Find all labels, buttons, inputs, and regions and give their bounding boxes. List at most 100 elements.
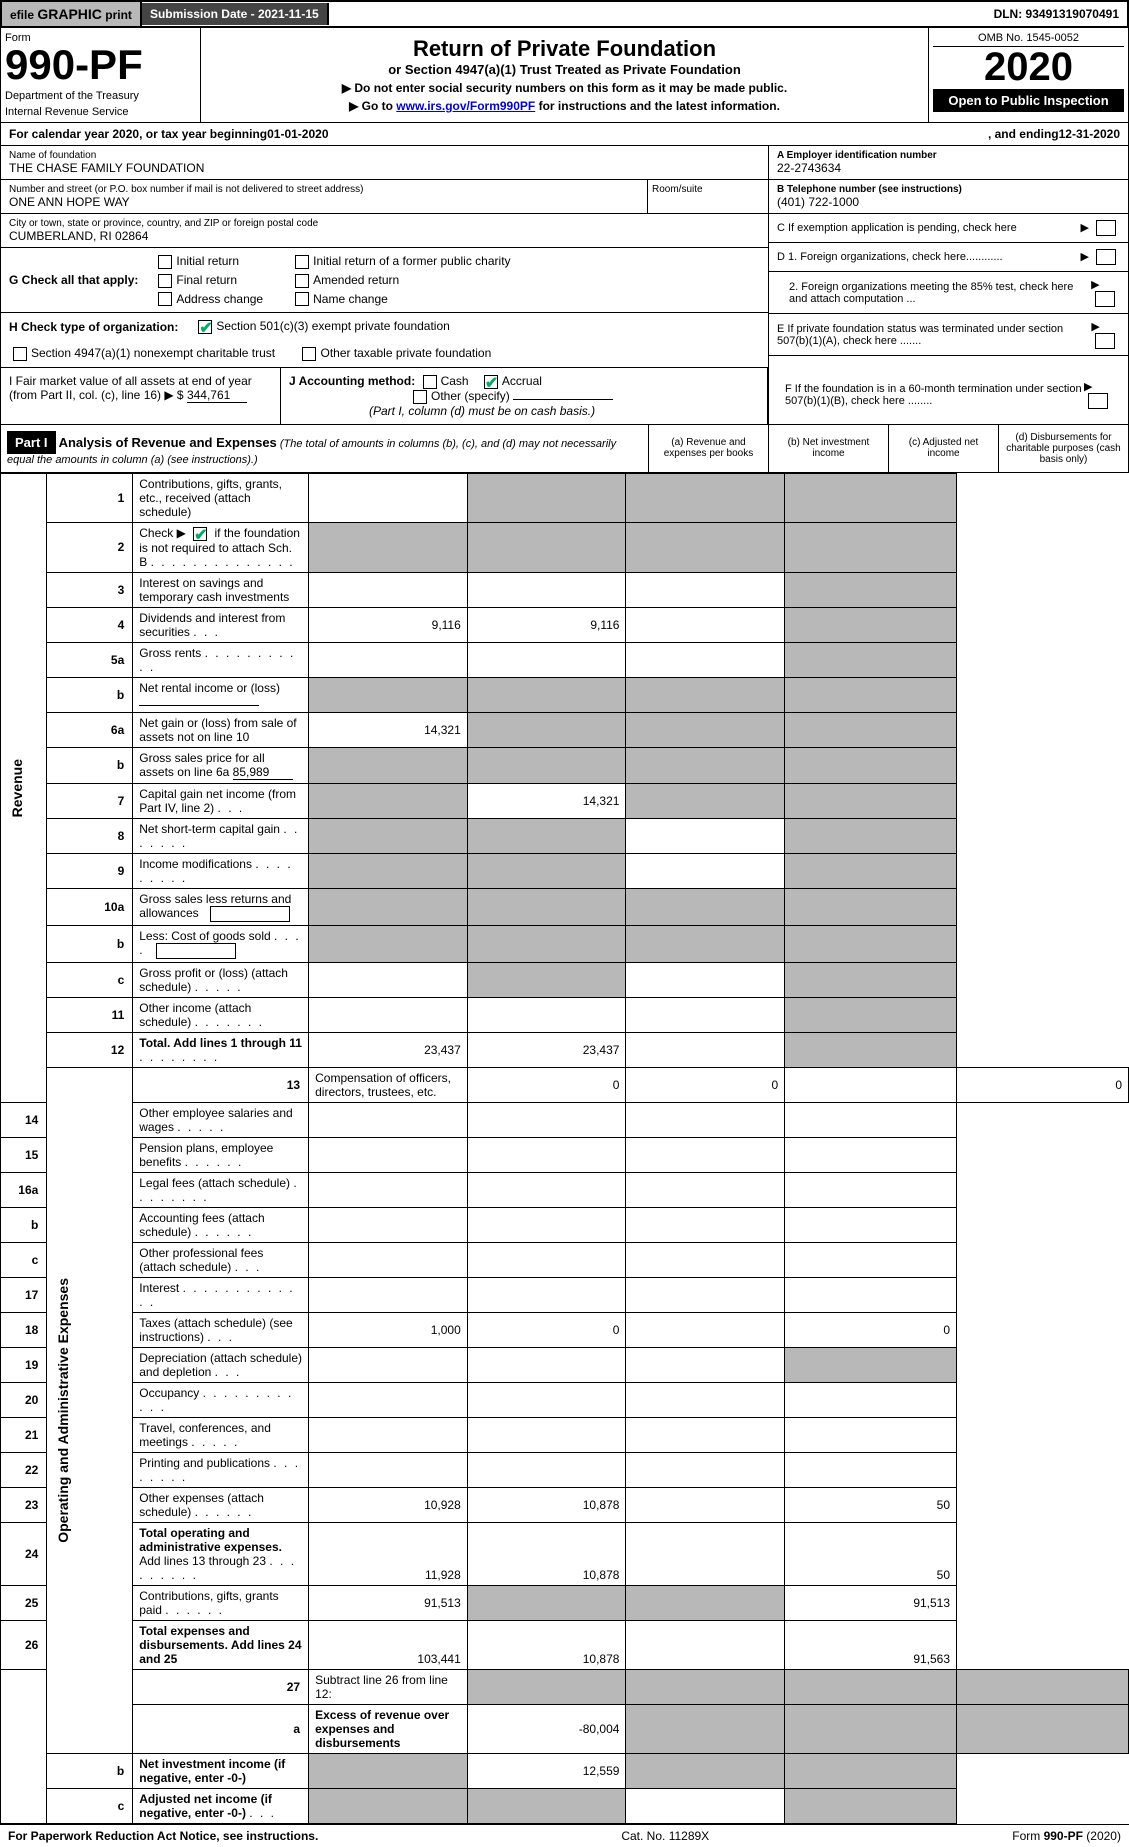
line-12: 12Total. Add lines 1 through 11 . . . . … bbox=[1, 1032, 1129, 1067]
efile-print[interactable]: print bbox=[105, 8, 132, 22]
col-a-header: (a) Revenue and expenses per books bbox=[648, 425, 768, 472]
line-num: 11 bbox=[47, 997, 133, 1032]
header-center: Return of Private Foundation or Section … bbox=[201, 28, 928, 122]
l24-d: 50 bbox=[785, 1522, 957, 1585]
line-desc: Gross rents . . . . . . . . . . . bbox=[133, 642, 309, 677]
checkbox-icon[interactable] bbox=[1096, 249, 1116, 265]
line-6b: bGross sales price for all assets on lin… bbox=[1, 747, 1129, 783]
l8-b bbox=[467, 818, 626, 853]
checkbox-icon[interactable] bbox=[1095, 291, 1115, 307]
j-other: Other (specify) bbox=[409, 389, 613, 403]
line-16c: cOther professional fees (attach schedul… bbox=[1, 1242, 1129, 1277]
phone-cell: B Telephone number (see instructions) (4… bbox=[769, 180, 1128, 214]
expenses-label: Operating and Administrative Expenses bbox=[53, 1270, 73, 1551]
line-desc: Contributions, gifts, grants, etc., rece… bbox=[133, 473, 309, 522]
l25-b bbox=[467, 1585, 626, 1620]
d2-label: 2. Foreign organizations meeting the 85%… bbox=[789, 281, 1091, 305]
line-num: 8 bbox=[47, 818, 133, 853]
h-row2: Section 4947(a)(1) nonexempt charitable … bbox=[9, 346, 760, 361]
g-address: Address change bbox=[154, 292, 263, 307]
fmv-value: 344,761 bbox=[187, 388, 247, 403]
goto-suffix: for instructions and the latest informat… bbox=[535, 99, 780, 113]
checkbox-checked-icon[interactable] bbox=[198, 320, 212, 334]
dots: . . . . . . bbox=[195, 1505, 254, 1519]
l26-text: Total expenses and disbursements. Add li… bbox=[139, 1624, 301, 1666]
l11-b bbox=[467, 997, 626, 1032]
name-label: Name of foundation bbox=[9, 150, 760, 161]
line-9: 9Income modifications . . . . . . . . . bbox=[1, 853, 1129, 888]
header-left: Form 990-PF Department of the Treasury I… bbox=[1, 28, 201, 122]
line-desc: Printing and publications . . . . . . . … bbox=[133, 1452, 309, 1487]
checkbox-icon[interactable] bbox=[295, 255, 309, 269]
line-desc: Net investment income (if negative, ente… bbox=[133, 1753, 309, 1788]
line-num: 15 bbox=[1, 1137, 47, 1172]
l9-c bbox=[626, 853, 785, 888]
line-desc: Occupancy . . . . . . . . . . . . bbox=[133, 1382, 309, 1417]
dln: DLN: 93491319070491 bbox=[986, 3, 1127, 25]
l1-b bbox=[467, 473, 626, 522]
g-amended: Amended return bbox=[291, 273, 510, 288]
line-desc: Check ▶ if the foundation is not require… bbox=[133, 522, 309, 572]
cal-end: 12-31-2020 bbox=[1059, 127, 1120, 141]
ein-cell: A Employer identification number 22-2743… bbox=[769, 146, 1128, 180]
dots: . . . bbox=[235, 1260, 262, 1274]
checkbox-icon[interactable] bbox=[295, 292, 309, 306]
dots: . . . . . . bbox=[195, 1225, 254, 1239]
l6a-d bbox=[785, 712, 957, 747]
line-20: 20 Occupancy . . . . . . . . . . . . bbox=[1, 1382, 1129, 1417]
l19-c bbox=[626, 1347, 785, 1382]
l10a-box bbox=[210, 906, 290, 922]
l3-b bbox=[467, 572, 626, 607]
line-desc: Gross sales price for all assets on line… bbox=[133, 747, 309, 783]
l16a-a bbox=[309, 1172, 468, 1207]
checkbox-icon[interactable] bbox=[158, 255, 172, 269]
l21-c bbox=[626, 1417, 785, 1452]
g2-label: Initial return of a former public charit… bbox=[313, 254, 510, 268]
checkbox-checked-icon[interactable] bbox=[484, 375, 498, 389]
c-label: C If exemption application is pending, c… bbox=[777, 222, 1017, 234]
l12-d bbox=[785, 1032, 957, 1067]
checkbox-icon[interactable] bbox=[302, 347, 316, 361]
cat-number: Cat. No. 11289X bbox=[621, 1829, 709, 1843]
expenses-side: Operating and Administrative Expenses bbox=[47, 1067, 133, 1753]
line-5b: bNet rental income or (loss) bbox=[1, 677, 1129, 712]
efile-badge: efile GRAPHIC print bbox=[2, 2, 142, 26]
line-desc: Compensation of officers, directors, tru… bbox=[309, 1067, 468, 1102]
l23-c bbox=[626, 1487, 785, 1522]
line-10c: cGross profit or (loss) (attach schedule… bbox=[1, 962, 1129, 997]
l5a-c bbox=[626, 642, 785, 677]
line-7: 7Capital gain net income (from Part IV, … bbox=[1, 783, 1129, 818]
checkbox-icon[interactable] bbox=[295, 274, 309, 288]
l26-b: 10,878 bbox=[467, 1620, 626, 1669]
submission-date: Submission Date - 2021-11-15 bbox=[142, 3, 329, 25]
dept-treasury: Department of the Treasury bbox=[5, 90, 196, 102]
line-num: 20 bbox=[1, 1382, 47, 1417]
line-desc: Net gain or (loss) from sale of assets n… bbox=[133, 712, 309, 747]
line-num: 10a bbox=[47, 888, 133, 925]
checkbox-icon[interactable] bbox=[413, 390, 427, 404]
h-check-row: H Check type of organization: Section 50… bbox=[1, 313, 768, 368]
checkbox-icon[interactable] bbox=[13, 347, 27, 361]
checkbox-icon[interactable] bbox=[1088, 393, 1108, 409]
irs-link[interactable]: www.irs.gov/Form990PF bbox=[396, 99, 535, 113]
l22-text: Printing and publications bbox=[139, 1456, 270, 1470]
checkbox-icon[interactable] bbox=[423, 375, 437, 389]
line-27a: aExcess of revenue over expenses and dis… bbox=[1, 1704, 1129, 1753]
dots: . . . bbox=[218, 801, 245, 815]
line-desc: Excess of revenue over expenses and disb… bbox=[309, 1704, 468, 1753]
l27c-a bbox=[309, 1788, 468, 1823]
l5b-c bbox=[626, 677, 785, 712]
checkbox-icon[interactable] bbox=[158, 292, 172, 306]
h3-label: Other taxable private foundation bbox=[320, 346, 491, 360]
g-col1: Initial return Final return Address chan… bbox=[154, 254, 263, 306]
checkbox-icon[interactable] bbox=[1096, 220, 1116, 236]
checkbox-icon[interactable] bbox=[1095, 333, 1115, 349]
form-ref: Form 990-PF (2020) bbox=[1012, 1829, 1121, 1843]
l27-b bbox=[626, 1669, 785, 1704]
dots: . . . . . . bbox=[165, 1603, 224, 1617]
c-pending: C If exemption application is pending, c… bbox=[769, 214, 1128, 243]
e-terminated: E If private foundation status was termi… bbox=[769, 314, 1128, 356]
checkbox-icon[interactable] bbox=[158, 274, 172, 288]
checkbox-checked-icon[interactable] bbox=[193, 527, 207, 541]
l16a-c bbox=[626, 1172, 785, 1207]
